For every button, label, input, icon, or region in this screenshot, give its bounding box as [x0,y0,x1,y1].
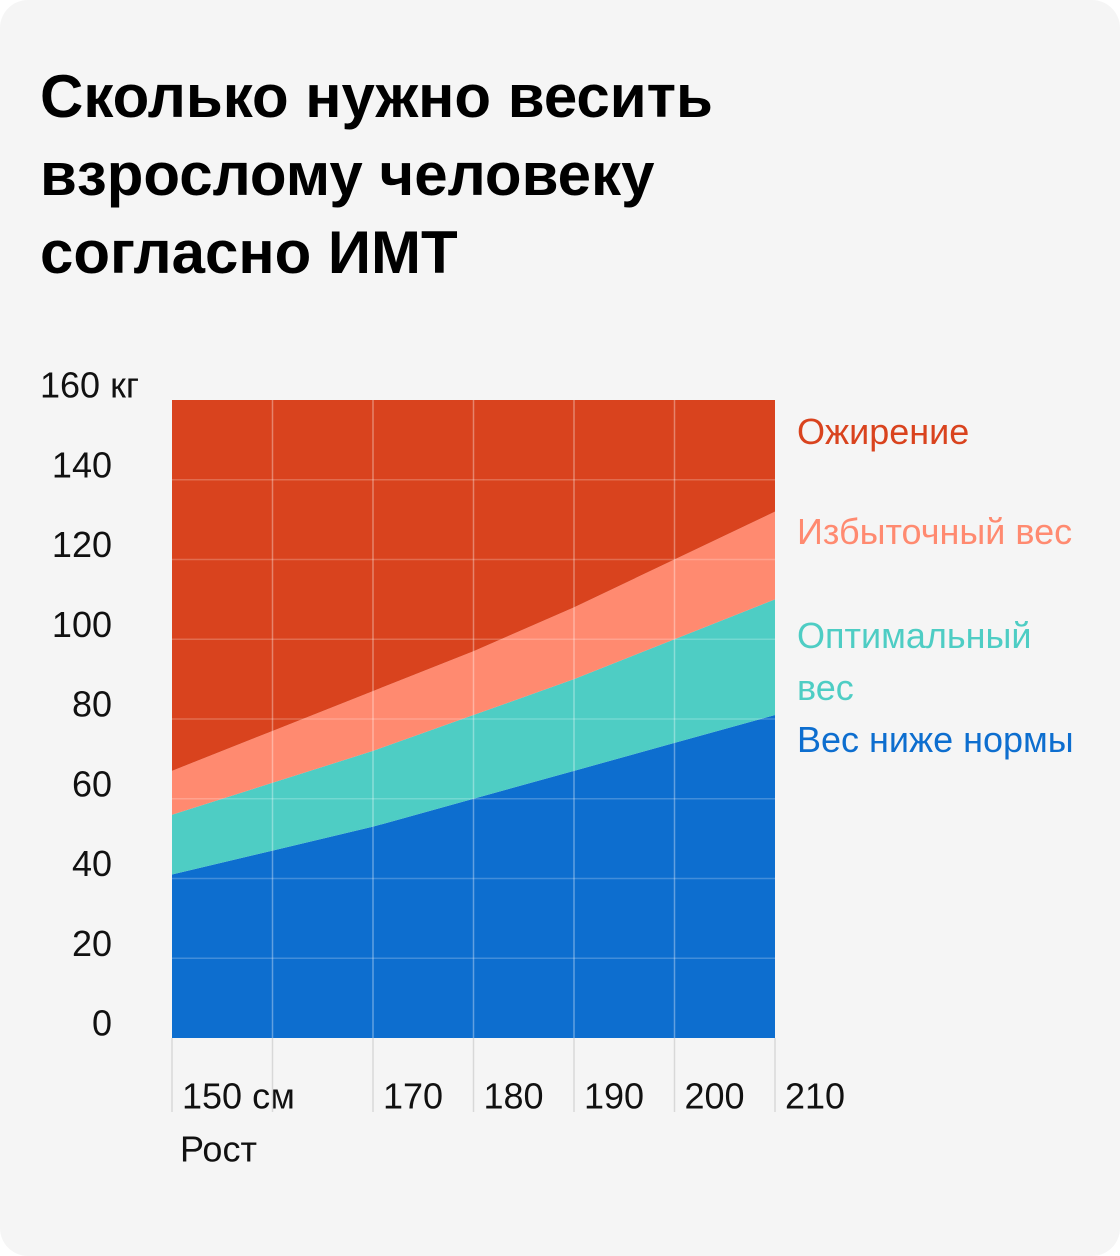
legend-entry: Ожирение [797,411,970,452]
legend-entry: Вес ниже нормы [797,719,1074,760]
x-tick-label: 170 [383,1076,443,1117]
y-tick-label: 80 [72,684,112,725]
x-tick-label: 210 [785,1076,845,1117]
area [172,715,775,1038]
y-tick-label: 40 [72,843,112,884]
area [172,400,775,771]
area [172,511,775,815]
x-tick-label: 180 [484,1076,544,1117]
y-tick-label: 60 [72,763,112,804]
y-tick-label: 100 [52,604,112,645]
y-tick-label: 120 [52,524,112,565]
x-tick-label: 150 см [182,1076,295,1117]
y-tick-label: 0 [92,1003,112,1044]
y-tick-label: 140 [52,444,112,485]
legend-entry: Избыточный вес [797,511,1073,552]
legend-entry: Оптимальный вес [797,615,1032,708]
y-tick-label: 20 [72,923,112,964]
area [172,599,775,875]
x-tick-label: 200 [685,1076,745,1117]
y-tick-label: 160 кг [40,365,139,406]
chart-title: Сколько нужно весить взрослому человеку … [40,63,713,286]
x-tick-label: 190 [584,1076,644,1117]
x-axis-label: Рост [180,1129,257,1170]
